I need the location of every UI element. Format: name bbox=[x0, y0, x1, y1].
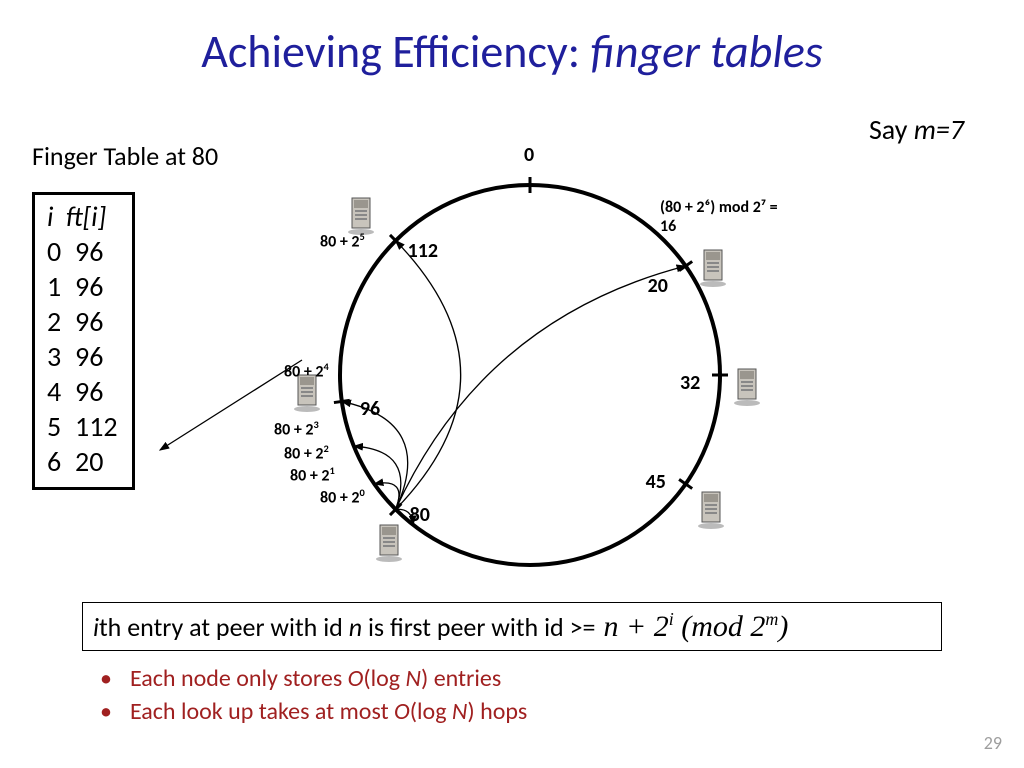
bullet-item: Each node only stores O(log N) entries bbox=[100, 664, 527, 693]
ring-node-label: 32 bbox=[680, 371, 700, 395]
bullet-list: Each node only stores O(log N) entries Ea… bbox=[100, 664, 527, 730]
slide-title: Achieving Efficiency: finger tables bbox=[0, 24, 1024, 80]
offset-label: 80 + 24 bbox=[284, 360, 329, 381]
ring-node-label: 80 bbox=[410, 503, 430, 527]
finger-table-caption: Finger Table at 80 bbox=[32, 140, 218, 172]
title-plain: Achieving Efficiency: bbox=[201, 24, 590, 80]
table-row: 096 bbox=[47, 234, 118, 269]
server-icon bbox=[374, 523, 404, 563]
table-row: 196 bbox=[47, 269, 118, 304]
offset-label: 80 + 20 bbox=[320, 486, 365, 507]
rule-box: ith entry at peer with id n is first pee… bbox=[82, 602, 942, 651]
bullet-item: Each look up takes at most O(log N) hops bbox=[100, 697, 527, 726]
table-row: 5112 bbox=[47, 409, 118, 444]
table-row: 396 bbox=[47, 339, 118, 374]
server-icon bbox=[698, 248, 728, 288]
finger-table-header: ift[i] bbox=[47, 199, 118, 234]
page-number: 29 bbox=[984, 732, 1002, 754]
mod-label: (80 + 2⁶) mod 2⁷ = 16 bbox=[660, 198, 780, 236]
server-icon bbox=[732, 367, 762, 407]
table-row: 296 bbox=[47, 304, 118, 339]
server-icon bbox=[696, 490, 726, 530]
offset-label: 80 + 25 bbox=[320, 230, 365, 251]
table-row: 620 bbox=[47, 444, 118, 479]
chord-ring-diagram: 0112203245809680 + 2580 + 2480 + 2380 + … bbox=[260, 160, 780, 590]
ring-node-label: 45 bbox=[646, 470, 666, 494]
say-m-label: Say m=7 bbox=[869, 112, 964, 147]
ring-node-label: 112 bbox=[408, 239, 438, 263]
finger-table: ift[i] 0961962963964965112620 bbox=[32, 192, 135, 490]
offset-label: 80 + 21 bbox=[290, 464, 335, 485]
ring-node-label: 0 bbox=[524, 143, 534, 167]
offset-label: 80 + 22 bbox=[284, 442, 329, 463]
title-italic: finger tables bbox=[590, 24, 822, 80]
ring-node-label: 96 bbox=[360, 397, 380, 421]
offset-label: 80 + 23 bbox=[274, 418, 319, 439]
ring-node-label: 20 bbox=[648, 274, 668, 298]
rule-formula: n + 2i (mod 2m) bbox=[604, 609, 789, 644]
table-row: 496 bbox=[47, 374, 118, 409]
